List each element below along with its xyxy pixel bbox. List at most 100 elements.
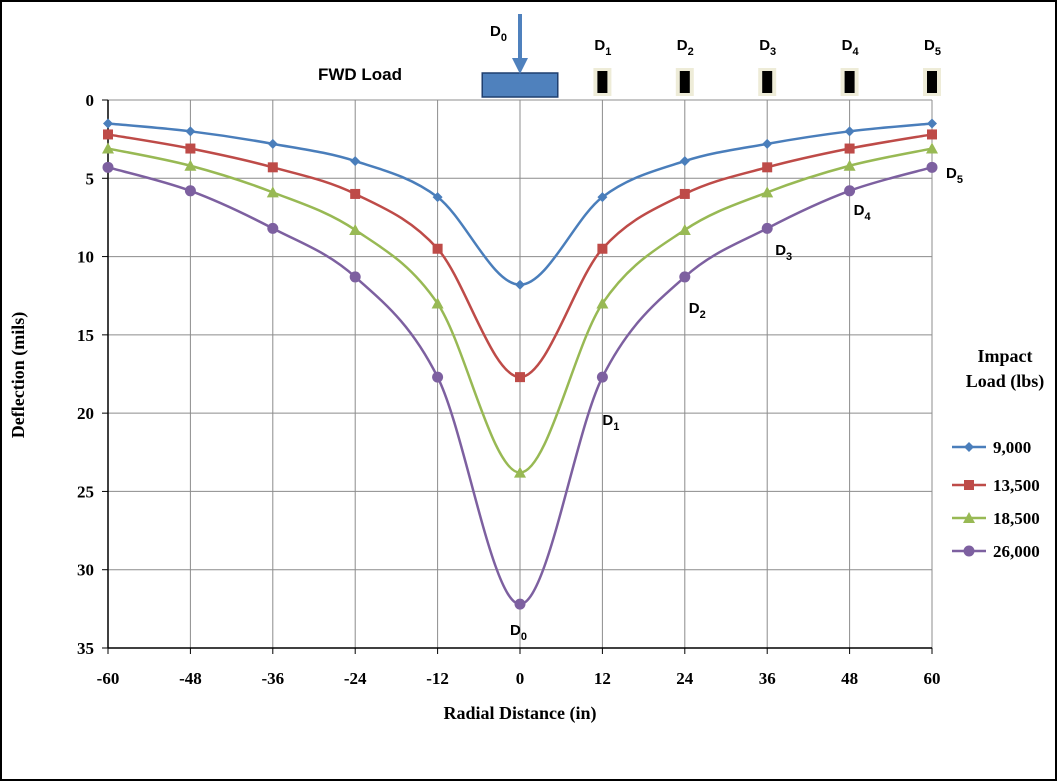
x-tick-label: -48 — [179, 669, 202, 688]
y-tick-label: 15 — [77, 326, 94, 345]
marker — [761, 186, 774, 198]
curve-label-base: D — [510, 622, 521, 639]
marker — [349, 271, 361, 283]
marker — [926, 142, 938, 154]
x-axis-title: Radial Distance (in) — [444, 703, 597, 724]
sensor-label-sub: 5 — [935, 46, 941, 58]
marker — [185, 126, 196, 137]
load-plate — [481, 72, 559, 98]
y-tick-label: 35 — [77, 639, 94, 658]
curve-label: D3 — [775, 242, 792, 263]
sensor-label-base: D — [842, 37, 853, 54]
marker — [927, 129, 937, 140]
x-tick-label: 24 — [676, 669, 694, 688]
x-tick-label: 60 — [924, 669, 941, 688]
sensor — [679, 71, 690, 93]
curve-label-base: D — [602, 412, 613, 429]
curve-label-base: D — [854, 202, 865, 219]
marker — [596, 371, 608, 383]
sensor-label-sub: 2 — [688, 46, 694, 58]
marker — [679, 188, 690, 199]
curve-label-sub: 0 — [521, 631, 527, 643]
curve-label: D0 — [510, 622, 527, 643]
x-tick-label: 48 — [841, 669, 858, 688]
marker — [103, 129, 113, 140]
legend-label: 13,500 — [993, 476, 1040, 495]
legend-label: 9,000 — [993, 438, 1031, 457]
legend-label: 26,000 — [993, 542, 1040, 561]
sensor — [927, 71, 937, 93]
marker — [349, 223, 362, 235]
legend-marker — [964, 480, 974, 490]
curve-label-sub: 2 — [700, 309, 706, 321]
marker — [350, 156, 361, 167]
curve-label-base: D — [946, 165, 957, 182]
marker — [678, 223, 691, 235]
sensor — [844, 71, 855, 93]
curve-label: D4 — [854, 202, 872, 223]
marker — [184, 185, 196, 197]
curve-label-base: D — [775, 242, 786, 259]
x-tick-label: -12 — [426, 669, 449, 688]
sensor-label: D0 — [490, 23, 507, 44]
marker — [103, 118, 113, 129]
legend-marker — [963, 545, 975, 557]
sensor-label-base: D — [759, 37, 770, 54]
sensor-label: D1 — [594, 37, 611, 58]
curve-label-sub: 5 — [957, 174, 963, 186]
x-tick-label: -60 — [97, 669, 120, 688]
marker — [514, 598, 526, 610]
marker — [844, 185, 856, 197]
y-tick-label: 10 — [77, 248, 94, 267]
marker — [185, 143, 196, 154]
marker — [432, 192, 443, 203]
marker — [761, 222, 773, 234]
sensor-label-base: D — [677, 37, 688, 54]
legend-label: 18,500 — [993, 509, 1040, 528]
sensor-label: D4 — [842, 37, 860, 58]
marker — [597, 243, 608, 254]
sensor-label-base: D — [924, 37, 935, 54]
sensor-label-sub: 0 — [501, 32, 507, 44]
x-tick-label: -24 — [344, 669, 367, 688]
marker — [762, 138, 773, 149]
sensor-label: D5 — [924, 37, 941, 58]
marker — [431, 297, 444, 309]
legend-title: Load (lbs) — [966, 371, 1045, 392]
marker — [266, 186, 279, 198]
x-tick-label: 0 — [516, 669, 525, 688]
curve-label-sub: 3 — [786, 251, 792, 263]
marker — [515, 372, 525, 383]
x-tick-label: -36 — [261, 669, 284, 688]
x-tick-label: 36 — [759, 669, 776, 688]
marker — [350, 188, 361, 199]
y-tick-label: 5 — [86, 169, 95, 188]
sensor-label-sub: 3 — [770, 46, 776, 58]
y-tick-label: 30 — [77, 561, 94, 580]
marker — [515, 279, 525, 290]
y-tick-label: 25 — [77, 482, 94, 501]
marker — [184, 159, 197, 171]
marker — [432, 243, 443, 254]
marker — [597, 192, 608, 203]
marker — [927, 118, 937, 129]
marker — [514, 466, 526, 478]
marker — [102, 142, 114, 154]
curve-label-sub: 1 — [613, 421, 619, 433]
sensor-label: D3 — [759, 37, 776, 58]
sensor-label-sub: 1 — [605, 46, 611, 58]
legend-marker — [963, 512, 975, 523]
marker — [926, 161, 938, 173]
sensor-label-base: D — [490, 23, 501, 40]
curve-label: D5 — [946, 165, 963, 186]
marker — [844, 143, 855, 154]
marker — [267, 222, 279, 234]
marker — [844, 126, 855, 137]
marker — [762, 162, 773, 173]
legend-title: Impact — [978, 346, 1033, 366]
y-axis-title: Deflection (mils) — [8, 312, 29, 438]
marker — [102, 161, 114, 173]
sensor-label-base: D — [594, 37, 605, 54]
